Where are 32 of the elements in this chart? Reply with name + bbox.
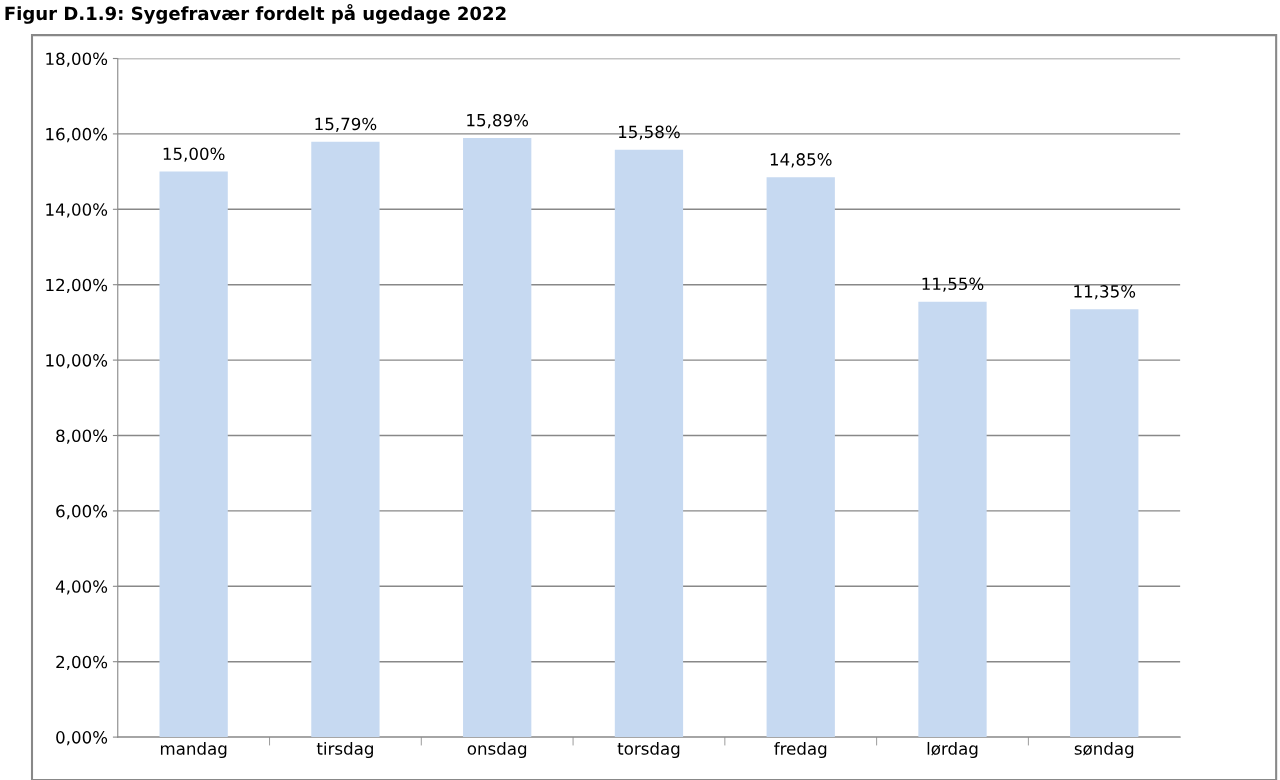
y-tick-label: 4,00% bbox=[55, 580, 108, 595]
y-tick-label: 10,00% bbox=[46, 354, 108, 369]
bar bbox=[766, 177, 835, 738]
y-tick-label: 16,00% bbox=[46, 127, 108, 143]
x-tick-label: søndag bbox=[1074, 741, 1134, 759]
y-tick-label: 18,00% bbox=[46, 52, 108, 67]
bar bbox=[1070, 309, 1139, 738]
x-tick-label: fredag bbox=[774, 741, 827, 759]
x-tick-label: torsdag bbox=[617, 741, 680, 759]
data-label: 15,79% bbox=[315, 117, 377, 132]
y-tick-label: 6,00% bbox=[56, 504, 108, 520]
bar bbox=[614, 149, 684, 738]
y-tick-label: 8,00% bbox=[56, 429, 108, 444]
x-tick-label: lørdag bbox=[927, 741, 978, 759]
data-label: 11,35% bbox=[1074, 285, 1136, 300]
bar bbox=[159, 171, 228, 738]
x-tick-label: tirsdag bbox=[316, 741, 373, 759]
data-label: 15,58% bbox=[619, 125, 680, 140]
data-label: 11,55% bbox=[922, 277, 984, 292]
y-tick-label: 14,00% bbox=[46, 203, 108, 218]
chart-title: Figur D.1.9: Sygefravær fordelt på ugedage 2022 bbox=[5, 3, 506, 24]
y-tick-label: 12,00% bbox=[46, 278, 108, 293]
y-tick-label: 0,00% bbox=[56, 731, 108, 746]
x-tick-label: mandag bbox=[160, 741, 227, 759]
bar bbox=[311, 141, 380, 738]
data-label: 15,89% bbox=[467, 113, 529, 129]
data-label: 15,00% bbox=[163, 147, 225, 162]
x-tick-label: onsdag bbox=[467, 741, 527, 759]
bar bbox=[463, 138, 532, 738]
data-label: 14,85% bbox=[770, 153, 832, 168]
y-tick-label: 2,00% bbox=[56, 655, 108, 670]
bar bbox=[918, 301, 987, 738]
